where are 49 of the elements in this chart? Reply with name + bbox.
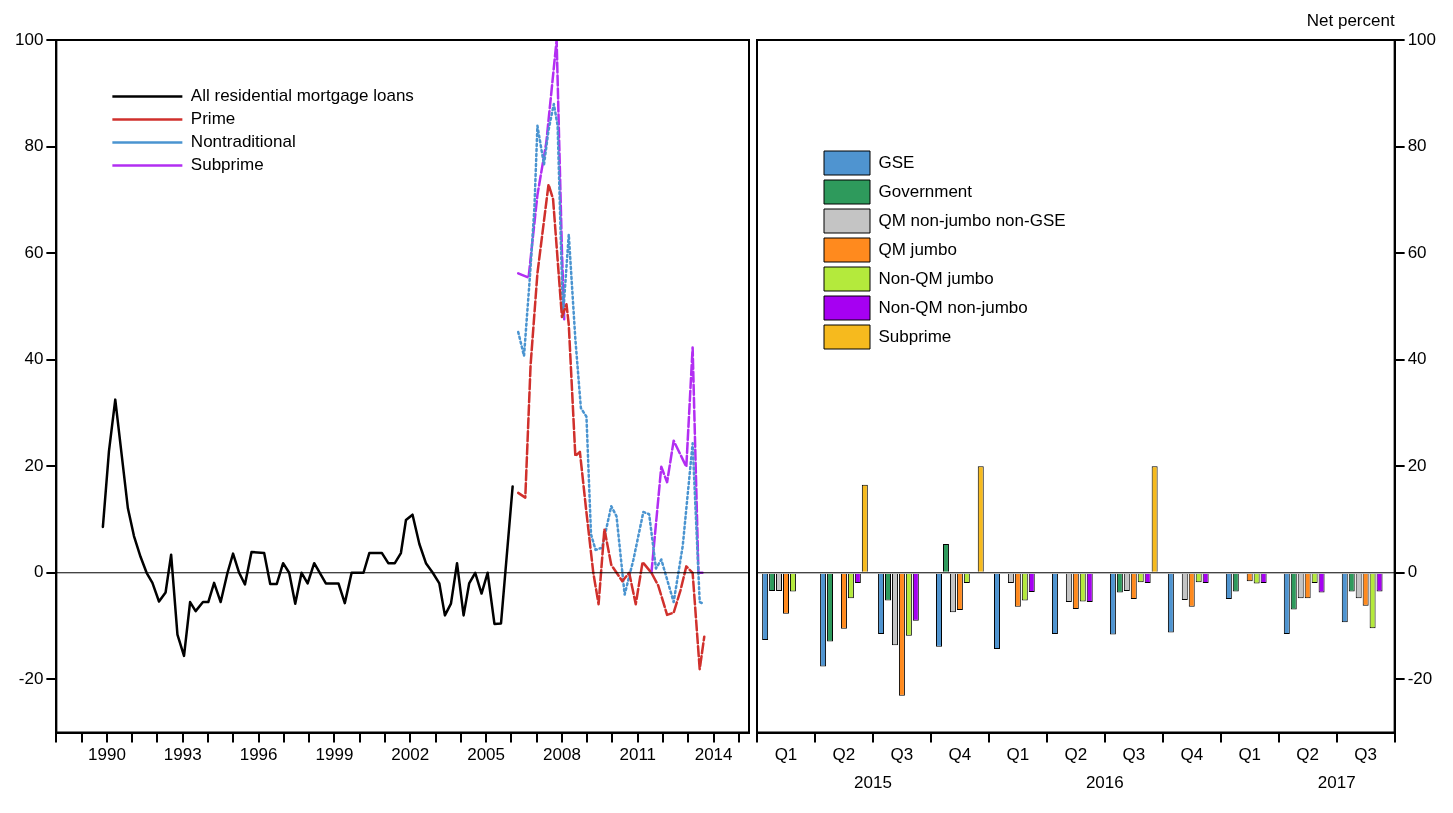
- y-tick-label: -20: [18, 669, 44, 689]
- y-tick-label: 60: [24, 242, 44, 262]
- y-tick-label: 0: [33, 562, 44, 582]
- x-tick-label: 2011: [619, 745, 657, 765]
- legend-label: Prime: [190, 109, 236, 129]
- legend-label: GSE: [878, 152, 915, 172]
- y-tick-label: 40: [24, 349, 44, 369]
- y2-tick-label: 100: [1407, 29, 1437, 49]
- y2-tick-label: 60: [1407, 242, 1427, 262]
- x-tick-label: Q2: [1064, 745, 1088, 765]
- x-tick-label: Q1: [1006, 745, 1030, 765]
- legend-label: Non-QM non-jumbo: [878, 297, 1028, 317]
- x-tick-label: Q2: [832, 745, 856, 765]
- y2-tick-label: 0: [1407, 562, 1418, 582]
- x-tick-label: Q3: [1354, 745, 1377, 765]
- x-tick-label: 1990: [88, 745, 126, 765]
- legend-label: Subprime: [878, 326, 952, 346]
- legend-label: QM jumbo: [878, 239, 957, 259]
- legend-label: All residential mortgage loans: [190, 86, 414, 106]
- legend-label: Nontraditional: [190, 132, 296, 152]
- x-tick-label: Q4: [948, 745, 972, 765]
- y2-tick-label: 40: [1407, 349, 1427, 369]
- legend-label: Government: [878, 181, 973, 201]
- legend-label: Subprime: [190, 155, 264, 175]
- y-tick-label: 80: [24, 136, 44, 156]
- text: 2016: [1085, 772, 1124, 792]
- y2-axis-title: Net percent: [1306, 11, 1395, 31]
- text: 2017: [1317, 772, 1356, 792]
- x-tick-label: 2005: [467, 745, 506, 765]
- x-tick-label: 2008: [543, 745, 581, 765]
- legend-label: Non-QM jumbo: [878, 268, 994, 288]
- x-tick-label: Q1: [1238, 745, 1262, 765]
- x-tick-label: Q2: [1296, 745, 1320, 765]
- x-tick-label: 1993: [163, 745, 202, 765]
- x-tick-label: 2014: [694, 745, 733, 765]
- x-tick-label: Q3: [890, 745, 914, 765]
- text: 2015: [854, 772, 892, 792]
- y-tick-label: 100: [14, 29, 44, 49]
- x-tick-label: 1996: [239, 745, 278, 765]
- y2-tick-label: 20: [1407, 455, 1427, 475]
- y2-tick-label: 80: [1407, 136, 1427, 156]
- x-tick-label: Q4: [1180, 745, 1204, 765]
- legend-label: QM non-jumbo non-GSE: [878, 210, 1066, 230]
- x-tick-label: 1999: [315, 745, 354, 765]
- x-tick-label: 2002: [391, 745, 430, 765]
- y2-tick-label: -20: [1407, 669, 1433, 689]
- x-tick-label: Q1: [774, 745, 798, 765]
- y-tick-label: 20: [24, 455, 44, 475]
- x-tick-label: Q3: [1122, 745, 1146, 765]
